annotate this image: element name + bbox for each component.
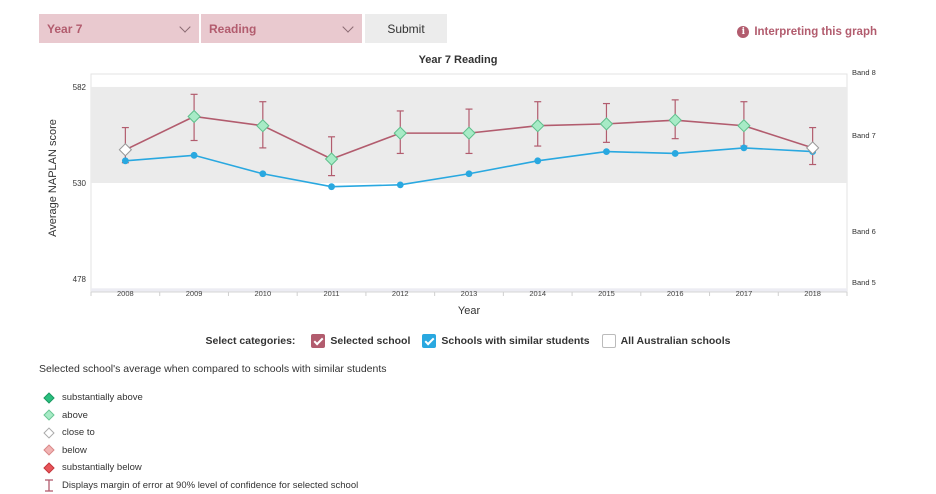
chart: Year 7 Reading 478 530 582 2008 2009 2010 2011… bbox=[47, 54, 876, 317]
similar-schools-point bbox=[328, 183, 335, 191]
interpreting-graph-label: Interpreting this graph bbox=[754, 26, 877, 38]
legend-item-label: close to bbox=[62, 427, 95, 439]
x-axis-label: Year bbox=[458, 305, 481, 317]
category-all-schools-label: All Australian schools bbox=[620, 335, 731, 347]
legend-item: Displays margin of error at 90% level of… bbox=[42, 477, 358, 494]
y-tick-label: 582 bbox=[73, 83, 87, 92]
legend-title: Selected school's average when compared … bbox=[39, 363, 387, 375]
checkbox-unchecked-icon[interactable] bbox=[601, 334, 616, 348]
x-tick-label: 2011 bbox=[323, 289, 339, 298]
domain-select-value: Reading bbox=[209, 21, 257, 36]
category-selector: Select categories: Selected school Schoo… bbox=[0, 334, 936, 348]
category-selected-school[interactable]: Selected school bbox=[311, 334, 410, 348]
x-tick-label: 2010 bbox=[254, 289, 271, 298]
error-bar-icon bbox=[45, 479, 53, 492]
legend-item-label: substantially below bbox=[62, 462, 142, 474]
legend-item-label: below bbox=[62, 444, 87, 456]
legend-item: substantially below bbox=[42, 459, 358, 477]
year-select[interactable]: Year 7 bbox=[39, 14, 199, 43]
selected-school-point bbox=[599, 117, 614, 131]
chart-title: Year 7 Reading bbox=[419, 54, 498, 66]
submit-button[interactable]: Submit bbox=[365, 14, 447, 43]
y-tick-label: 478 bbox=[73, 275, 87, 284]
legend-item: close to bbox=[42, 424, 358, 442]
diamond-icon bbox=[43, 427, 55, 439]
x-tick-label: 2012 bbox=[392, 289, 409, 298]
legend-item: above bbox=[42, 407, 358, 425]
checkbox-checked-icon[interactable] bbox=[311, 334, 326, 348]
x-tick-label: 2014 bbox=[529, 289, 546, 298]
x-tick-label: 2017 bbox=[736, 289, 753, 298]
info-icon: i bbox=[737, 26, 750, 38]
diamond-icon bbox=[43, 409, 55, 421]
selected-school-point bbox=[462, 126, 476, 140]
similar-schools-point bbox=[740, 144, 748, 152]
legend-item-label: Displays margin of error at 90% level of… bbox=[62, 479, 359, 491]
selected-school-point bbox=[393, 126, 407, 140]
year-select-value: Year 7 bbox=[47, 21, 83, 36]
similar-schools-point bbox=[190, 151, 198, 159]
x-tick-label: 2013 bbox=[461, 289, 478, 298]
selected-school-point bbox=[805, 141, 820, 155]
category-selected-school-label: Selected school bbox=[330, 335, 411, 347]
legend-item-label: above bbox=[62, 409, 88, 421]
similar-schools-point bbox=[396, 181, 404, 189]
diamond-icon bbox=[43, 444, 55, 456]
selected-school-point bbox=[668, 113, 682, 127]
domain-select[interactable]: Reading bbox=[201, 14, 362, 43]
similar-schools-point bbox=[671, 150, 679, 157]
similar-schools-point bbox=[465, 170, 473, 178]
selected-school-point bbox=[531, 119, 545, 133]
category-similar-schools[interactable]: Schools with similar students bbox=[422, 334, 590, 348]
x-tick-label: 2009 bbox=[186, 289, 203, 298]
similar-schools-point bbox=[534, 157, 542, 165]
x-tick-label: 2018 bbox=[804, 289, 821, 298]
y-tick-label: 530 bbox=[73, 179, 87, 188]
similar-schools-point bbox=[259, 170, 267, 178]
legend-item: below bbox=[42, 442, 358, 460]
interpreting-graph-link[interactable]: i Interpreting this graph bbox=[737, 26, 877, 38]
diamond-icon bbox=[43, 462, 55, 474]
x-tick-label: 2016 bbox=[667, 289, 684, 298]
category-all-schools[interactable]: All Australian schools bbox=[601, 334, 731, 348]
legend-item: substantially above bbox=[42, 389, 358, 407]
similar-schools-point bbox=[121, 157, 129, 165]
band-label: Band 8 bbox=[852, 68, 876, 77]
filter-controls: Year 7 Reading Submit bbox=[39, 14, 447, 43]
checkbox-checked-icon[interactable] bbox=[422, 334, 437, 348]
x-tick-label: 2015 bbox=[598, 289, 615, 298]
band-label: Band 6 bbox=[852, 227, 876, 236]
selected-school-point bbox=[118, 143, 133, 157]
selected-school-point bbox=[737, 119, 751, 133]
legend: substantially above above close to below… bbox=[42, 389, 358, 494]
band-label: Band 7 bbox=[852, 131, 876, 140]
selected-school-point bbox=[324, 152, 339, 166]
diamond-icon bbox=[43, 392, 55, 404]
categories-label: Select categories: bbox=[205, 335, 296, 347]
band-label: Band 5 bbox=[852, 278, 876, 287]
similar-schools-point bbox=[603, 148, 610, 155]
y-axis-label: Average NAPLAN score bbox=[47, 119, 59, 237]
legend-item-label: substantially above bbox=[62, 392, 143, 404]
band-strip bbox=[91, 288, 847, 292]
category-similar-schools-label: Schools with similar students bbox=[441, 335, 590, 347]
selected-school-point bbox=[187, 109, 201, 124]
x-tick-label: 2008 bbox=[117, 289, 134, 298]
selected-school-point bbox=[256, 119, 270, 133]
